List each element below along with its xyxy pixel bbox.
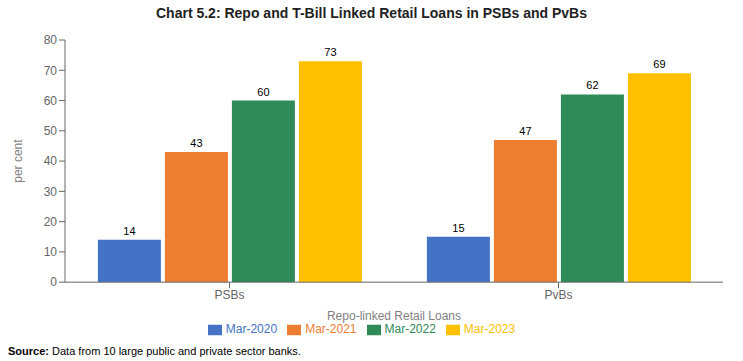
html-text:Chart 5.2: Repo and T-Bill Lin: Chart 5.2: Repo and T-Bill Linked Retail… xyxy=(156,5,587,21)
svg-text:43: 43 xyxy=(190,137,202,149)
html-text:Source: Data from 10 large pub: Source: Data from 10 large public and pr… xyxy=(8,345,301,357)
svg-text:14: 14 xyxy=(123,225,135,237)
svg-text:0: 0 xyxy=(50,275,57,289)
svg-text:PvBs: PvBs xyxy=(544,288,572,302)
svg-text:20: 20 xyxy=(44,215,58,229)
svg-text:60: 60 xyxy=(257,86,269,98)
svg-text:50: 50 xyxy=(44,124,58,138)
svg-text:15: 15 xyxy=(452,222,464,234)
svg-text:62: 62 xyxy=(586,79,598,91)
html-text:Mar-2023: Mar-2023 xyxy=(463,322,516,337)
svg-text:40: 40 xyxy=(44,154,58,168)
svg-text:80: 80 xyxy=(44,33,58,47)
html-text:Mar-2020: Mar-2020 xyxy=(225,322,278,337)
svg-text:per cent: per cent xyxy=(11,139,25,183)
html-text:Mar-2022: Mar-2022 xyxy=(384,322,436,337)
svg-text:47: 47 xyxy=(519,125,531,137)
svg-text:69: 69 xyxy=(653,58,665,70)
svg-text:70: 70 xyxy=(44,64,58,78)
html-text:Mar-2021: Mar-2021 xyxy=(305,322,357,337)
svg-text:PSBs: PSBs xyxy=(214,288,244,302)
svg-text:Repo-linked Retail Loans: Repo-linked Retail Loans xyxy=(327,309,461,323)
svg-text:73: 73 xyxy=(324,46,336,58)
svg-text:10: 10 xyxy=(44,245,58,259)
svg-text:30: 30 xyxy=(44,185,58,199)
svg-text:60: 60 xyxy=(44,94,58,108)
